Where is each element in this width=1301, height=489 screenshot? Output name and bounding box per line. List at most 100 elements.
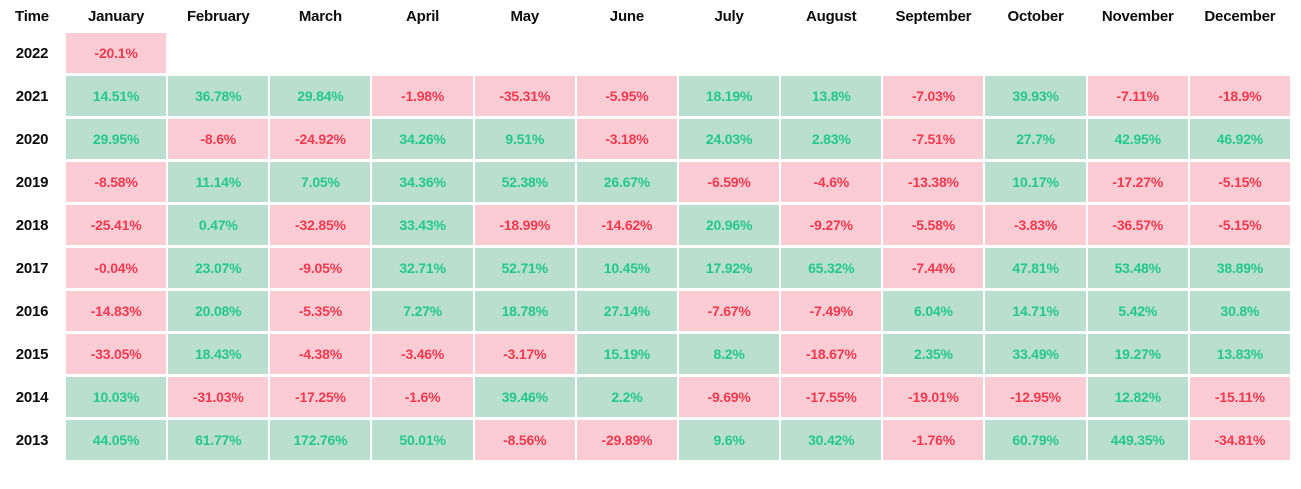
return-cell: 29.95% (66, 119, 167, 159)
return-cell: 449.35% (1087, 420, 1188, 460)
year-row: 2021 14.51% 36.78% 29.84% -1.98% -35.31% -5.95… (0, 76, 1290, 116)
year-row: 2017 -0.04% 23.07% -9.05% 32.71% 52.71% 10.45%… (0, 248, 1290, 288)
return-cell: -6.59% (678, 162, 780, 202)
return-cell: 33.43% (372, 205, 473, 245)
return-cell: 29.84% (270, 76, 371, 116)
month-header: March (298, 8, 342, 25)
return-cell: -1.98% (372, 76, 473, 116)
return-cell: 20.08% (168, 291, 269, 331)
year-label: 2013 (15, 431, 49, 449)
return-cell: -3.46% (372, 334, 473, 374)
year-label: 2020 (15, 130, 49, 148)
return-cell: -29.89% (576, 420, 677, 460)
month-header: September (895, 8, 972, 25)
return-cell: -9.69% (678, 377, 780, 417)
return-cell: -18.9% (1189, 76, 1290, 116)
return-cell: 38.89% (1189, 248, 1290, 288)
return-cell: 17.92% (678, 248, 780, 288)
return-cell: 36.78% (168, 76, 269, 116)
month-header: May (510, 8, 540, 25)
return-cell: 2.2% (576, 377, 677, 417)
return-cell: -3.18% (576, 119, 677, 159)
return-cell: -0.04% (66, 248, 167, 288)
return-cell: -14.83% (66, 291, 167, 331)
year-row: 2016 -14.83% 20.08% -5.35% 7.27% 18.78% 27.14%… (0, 291, 1290, 331)
return-cell: 6.04% (883, 291, 984, 331)
return-cell: 65.32% (781, 248, 882, 288)
header-row: Time January February March April May June Jul… (0, 0, 1290, 33)
return-cell: 50.01% (372, 420, 473, 460)
return-cell: -4.38% (270, 334, 371, 374)
return-cell: 8.2% (678, 334, 780, 374)
year-label: 2015 (15, 345, 49, 363)
return-cell: 34.36% (372, 162, 473, 202)
return-cell: -9.27% (781, 205, 882, 245)
year-row: 2015 -33.05% 18.43% -4.38% -3.46% -3.17% 15.19… (0, 334, 1290, 374)
return-cell: 10.45% (576, 248, 677, 288)
return-cell: 13.8% (781, 76, 882, 116)
return-cell: -12.95% (985, 377, 1086, 417)
return-cell: -31.03% (168, 377, 269, 417)
return-cell: 14.51% (66, 76, 167, 116)
return-cell: 2.35% (883, 334, 984, 374)
return-cell: 10.17% (985, 162, 1086, 202)
return-cell: -7.03% (883, 76, 984, 116)
return-cell (577, 33, 677, 73)
month-header: December (1204, 8, 1276, 25)
return-cell: 52.71% (474, 248, 575, 288)
return-cell: 20.96% (678, 205, 780, 245)
return-cell: 19.27% (1087, 334, 1188, 374)
return-cell: 27.7% (985, 119, 1086, 159)
return-cell: -5.58% (883, 205, 984, 245)
return-cell: -5.15% (1189, 162, 1290, 202)
return-cell (883, 33, 983, 73)
return-cell (781, 33, 881, 73)
return-cell: 0.47% (168, 205, 269, 245)
return-cell: 52.38% (474, 162, 575, 202)
return-cell: -1.76% (883, 420, 984, 460)
return-cell: -19.01% (883, 377, 984, 417)
return-cell: 5.42% (1087, 291, 1188, 331)
return-cell: -5.35% (270, 291, 371, 331)
return-cell: -17.27% (1087, 162, 1188, 202)
table-body: 2022 -20.1% 2021 14.51% 36.78% 29.84% -1.98% -3… (0, 33, 1290, 460)
return-cell: 7.27% (372, 291, 473, 331)
month-header: April (405, 8, 440, 25)
return-cell: -7.11% (1087, 76, 1188, 116)
return-cell: 61.77% (168, 420, 269, 460)
return-cell: -5.95% (576, 76, 677, 116)
return-cell: 172.76% (270, 420, 371, 460)
year-label: 2021 (15, 87, 49, 105)
month-header: August (806, 8, 857, 25)
return-cell: -7.67% (678, 291, 780, 331)
year-label: 2017 (15, 259, 49, 277)
return-cell: -3.17% (474, 334, 575, 374)
return-cell: -18.67% (781, 334, 882, 374)
return-cell: 11.14% (168, 162, 269, 202)
return-cell: 39.93% (985, 76, 1086, 116)
return-cell: -9.05% (270, 248, 371, 288)
month-header: January (88, 8, 145, 25)
return-cell: 18.19% (678, 76, 780, 116)
return-cell: 60.79% (985, 420, 1086, 460)
return-cell: 27.14% (576, 291, 677, 331)
return-cell: -14.62% (576, 205, 677, 245)
monthly-returns-table: Time January February March April May June Jul… (0, 0, 1290, 460)
return-cell: 46.92% (1189, 119, 1290, 159)
return-cell (1088, 33, 1188, 73)
return-cell: 9.51% (474, 119, 575, 159)
return-cell: -15.11% (1189, 377, 1290, 417)
return-cell (985, 33, 1085, 73)
year-row: 2019 -8.58% 11.14% 7.05% 34.36% 52.38% 26.67% -… (0, 162, 1290, 202)
return-cell: 14.71% (985, 291, 1086, 331)
return-cell: -1.6% (372, 377, 473, 417)
return-cell: 2.83% (781, 119, 882, 159)
time-header: Time (15, 8, 49, 25)
return-cell (372, 33, 472, 73)
return-cell: -17.25% (270, 377, 371, 417)
month-header: July (714, 8, 744, 25)
return-cell: -5.15% (1189, 205, 1290, 245)
return-cell: 34.26% (372, 119, 473, 159)
return-cell (168, 33, 268, 73)
year-label: 2016 (15, 302, 49, 320)
